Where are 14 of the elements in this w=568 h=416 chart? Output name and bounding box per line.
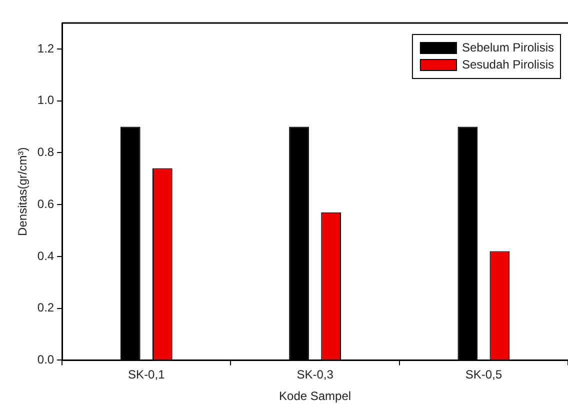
legend-label: Sebelum Pirolisis — [462, 40, 554, 54]
y-axis-title: Densitas(gr/cm³) — [16, 147, 30, 236]
y-tick-label: 0.8 — [37, 145, 54, 160]
x-axis-title: Kode Sampel — [279, 389, 352, 404]
x-tick-label: SK-0,5 — [465, 368, 502, 382]
y-tick-label: 0.0 — [37, 352, 54, 367]
y-tick-label: 0.2 — [37, 300, 54, 315]
y-tick-label: 0.4 — [37, 248, 54, 263]
legend-label: Sesudah Pirolisis — [462, 57, 554, 72]
y-tick-label: 1.2 — [37, 41, 54, 56]
y-tick-label: 0.6 — [37, 196, 54, 211]
y-tick-label: 1.0 — [37, 93, 54, 108]
x-tick-label: SK-0,3 — [296, 368, 334, 382]
x-tick-label: SK-0,1 — [128, 368, 166, 382]
